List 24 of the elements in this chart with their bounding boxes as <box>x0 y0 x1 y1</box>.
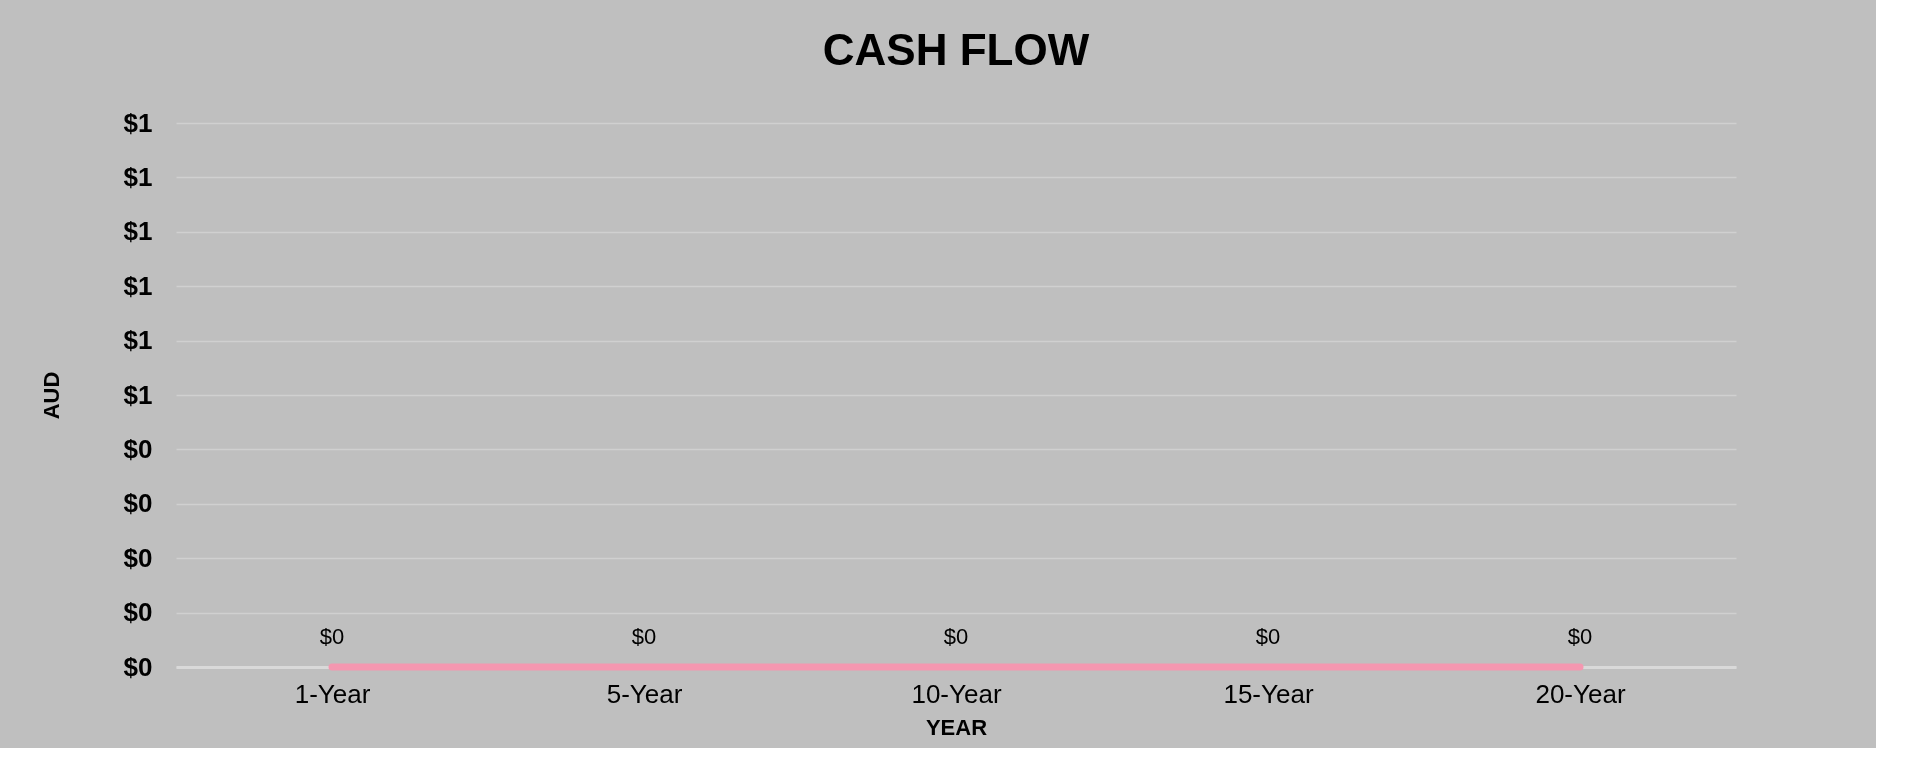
x-tick-label: 5-Year <box>606 678 683 709</box>
y-tick-label: $1 <box>123 216 153 247</box>
y-tick-label: $1 <box>123 161 153 192</box>
y-tick-label: $1 <box>123 325 153 356</box>
y-tick-label: $0 <box>123 597 153 628</box>
text: $0 <box>1567 624 1593 649</box>
y-tick-label: $0 <box>123 433 153 464</box>
y-tick-label: $0 <box>123 651 153 682</box>
text: $0 <box>1255 624 1281 649</box>
text: $0 <box>319 624 345 649</box>
x-axis-title: YEAR <box>925 714 988 740</box>
y-tick-label: $1 <box>123 107 153 138</box>
chart-title: CASH FLOW <box>822 25 1090 74</box>
text: $0 <box>631 624 657 649</box>
y-axis-title: AUD <box>38 371 64 420</box>
text: $0 <box>943 624 969 649</box>
y-tick-label: $0 <box>123 542 153 573</box>
x-tick-label: 20-Year <box>1535 678 1626 709</box>
y-tick-label: $1 <box>123 270 153 301</box>
x-tick-label: 15-Year <box>1223 678 1314 709</box>
x-tick-label: 1-Year <box>294 678 371 709</box>
x-tick-label: 10-Year <box>911 678 1002 709</box>
y-tick-label: $1 <box>123 379 153 410</box>
y-tick-label: $0 <box>123 488 153 519</box>
